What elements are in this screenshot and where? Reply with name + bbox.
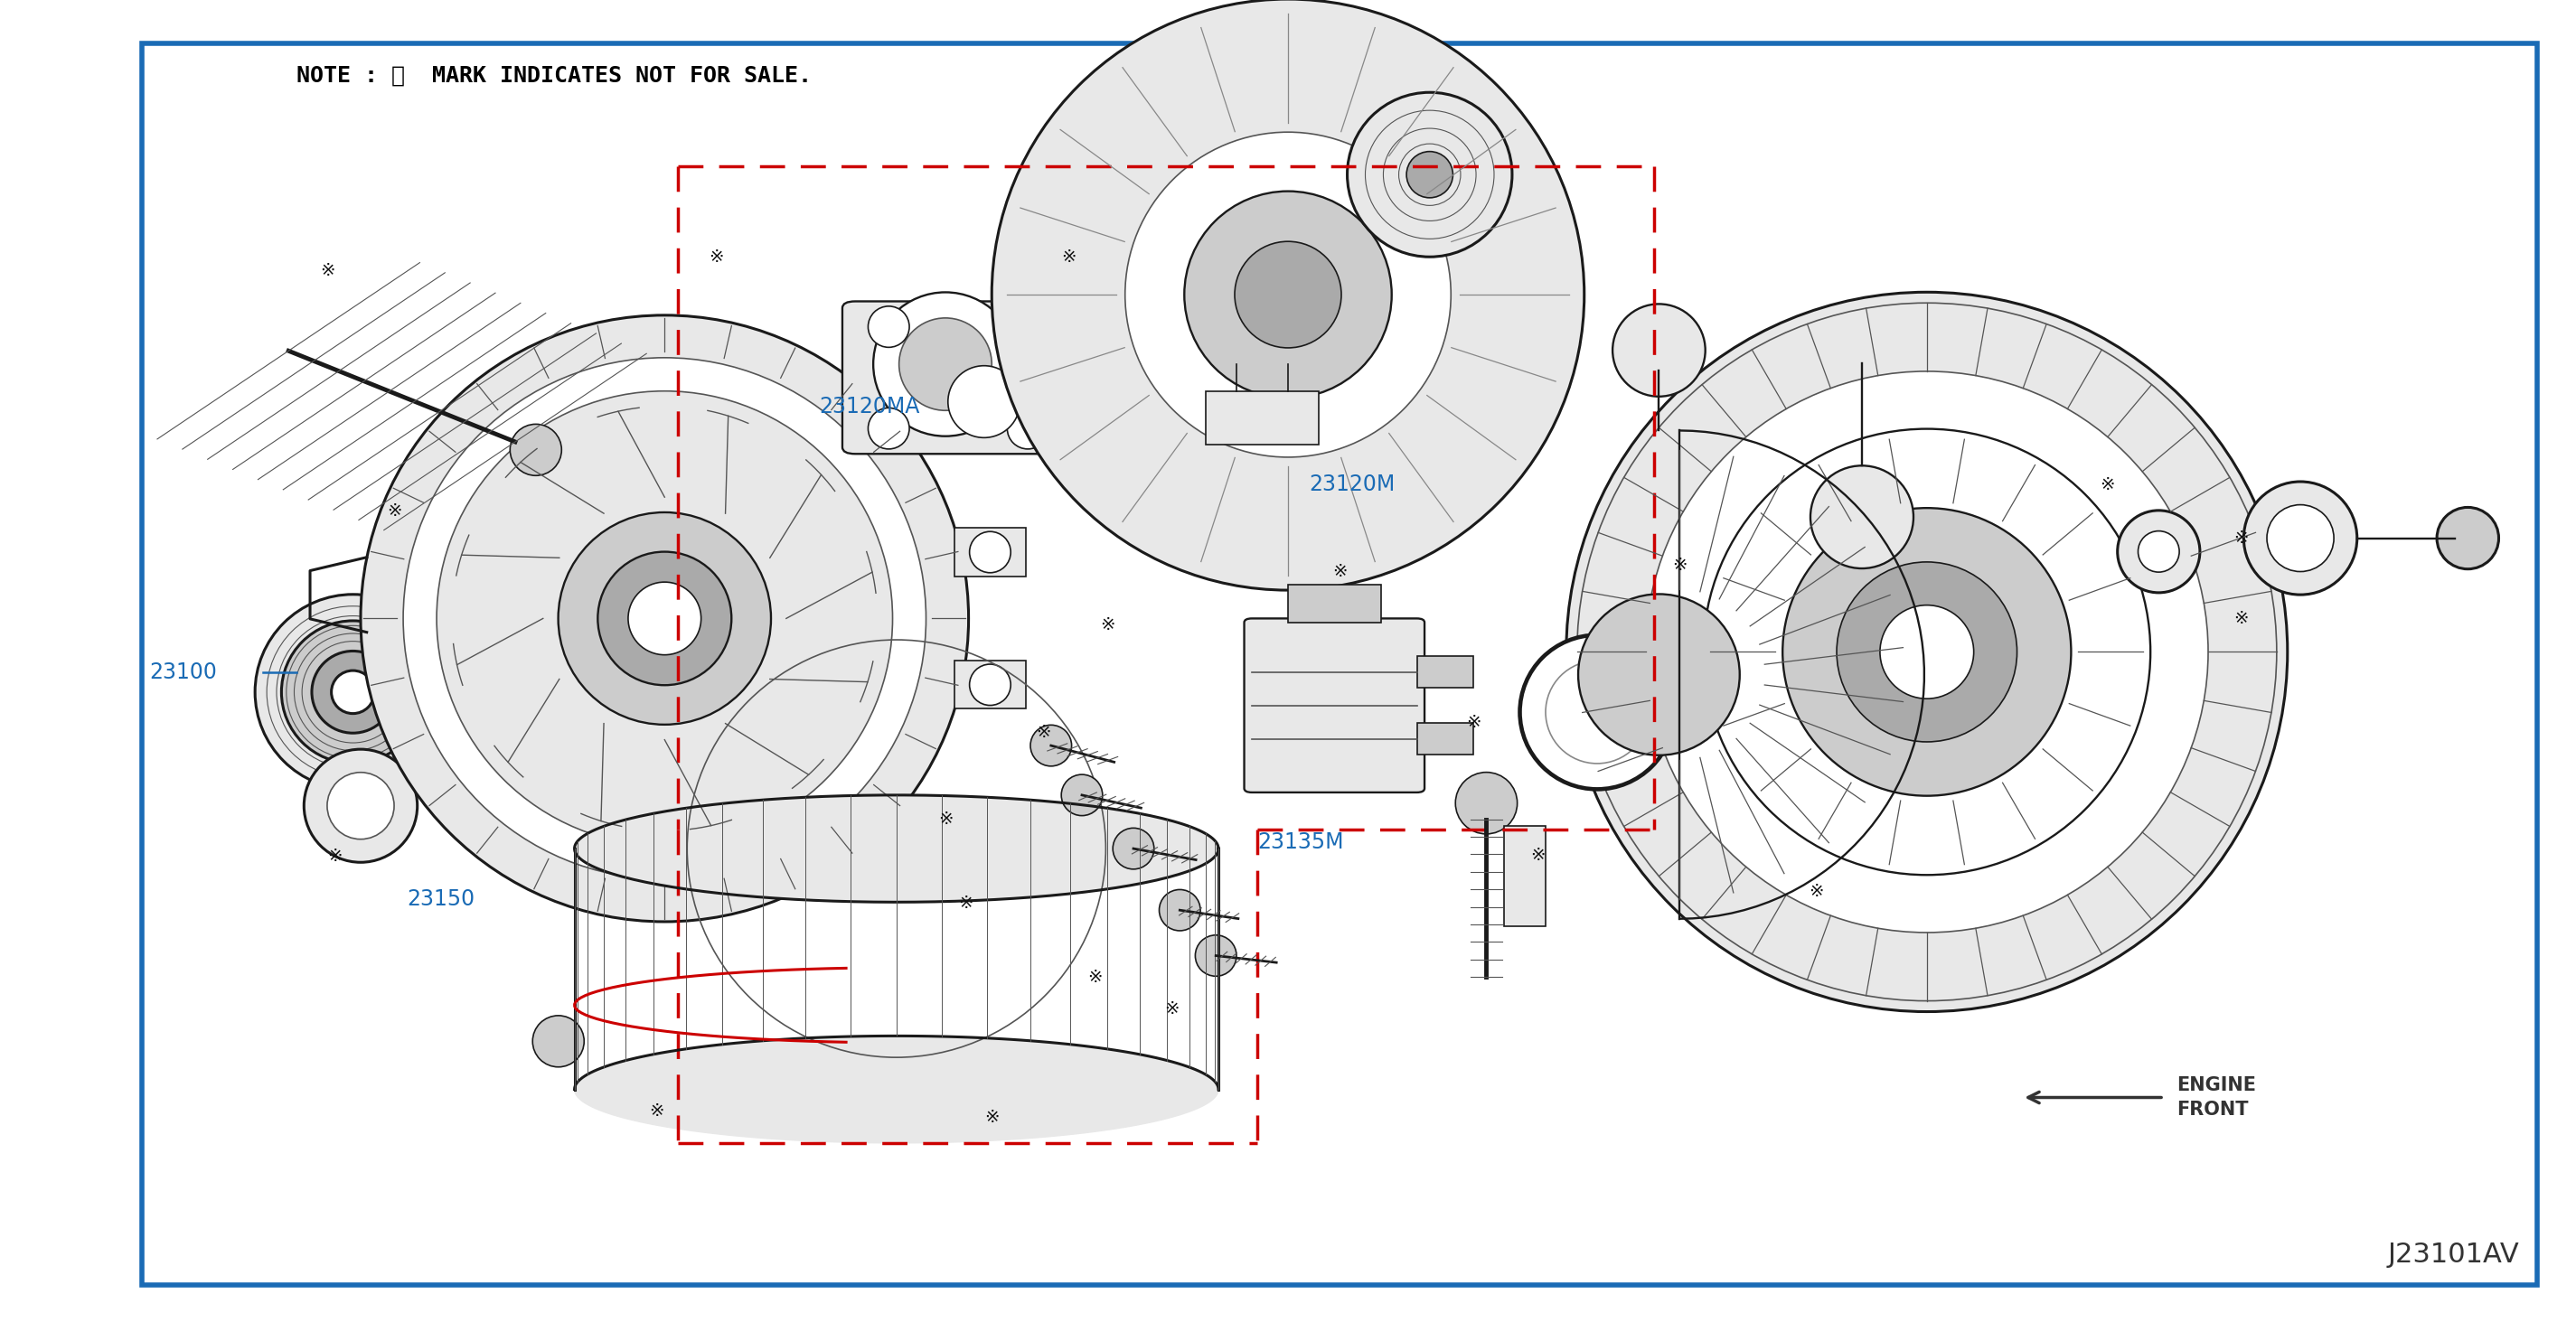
Ellipse shape — [1159, 889, 1200, 931]
Ellipse shape — [312, 650, 394, 734]
Text: ※: ※ — [1164, 1000, 1180, 1018]
Text: ※: ※ — [1100, 617, 1115, 634]
Ellipse shape — [2267, 504, 2334, 571]
Ellipse shape — [868, 408, 909, 449]
Text: ※: ※ — [1087, 968, 1103, 986]
Ellipse shape — [1007, 408, 1048, 449]
Ellipse shape — [969, 531, 1010, 573]
Ellipse shape — [992, 0, 1584, 590]
Ellipse shape — [1566, 292, 2287, 1011]
Ellipse shape — [1455, 772, 1517, 834]
Ellipse shape — [1811, 465, 1914, 569]
Polygon shape — [574, 1037, 1218, 1143]
Text: ※: ※ — [2233, 610, 2249, 628]
Bar — [953, 661, 1025, 709]
Text: ※: ※ — [958, 894, 974, 912]
Ellipse shape — [868, 306, 909, 347]
Ellipse shape — [1783, 508, 2071, 795]
Ellipse shape — [1646, 371, 2208, 932]
Ellipse shape — [438, 392, 894, 846]
Ellipse shape — [327, 772, 394, 839]
Text: ※: ※ — [1672, 557, 1687, 574]
Text: ※: ※ — [327, 848, 343, 865]
Ellipse shape — [1030, 725, 1072, 766]
Text: ※: ※ — [1530, 846, 1546, 864]
Ellipse shape — [899, 318, 992, 410]
Ellipse shape — [1579, 594, 1739, 755]
Ellipse shape — [969, 664, 1010, 705]
Ellipse shape — [304, 750, 417, 862]
Text: ※: ※ — [1466, 715, 1481, 731]
Bar — [1288, 585, 1381, 622]
Text: J23101AV: J23101AV — [2388, 1242, 2519, 1267]
Bar — [1206, 392, 1319, 444]
Ellipse shape — [1185, 192, 1391, 398]
Ellipse shape — [361, 315, 969, 921]
Ellipse shape — [510, 424, 562, 476]
Ellipse shape — [2117, 511, 2200, 593]
Text: 23100: 23100 — [149, 661, 216, 683]
Ellipse shape — [1195, 935, 1236, 976]
Text: 23135M: 23135M — [1257, 831, 1345, 853]
Text: ※: ※ — [2233, 530, 2249, 547]
Ellipse shape — [1880, 605, 1973, 699]
Ellipse shape — [559, 512, 770, 724]
Text: ※: ※ — [1036, 724, 1051, 740]
Ellipse shape — [598, 551, 732, 685]
FancyBboxPatch shape — [842, 302, 1074, 453]
Text: ※: ※ — [1332, 563, 1347, 581]
Text: ※: ※ — [708, 248, 724, 266]
Ellipse shape — [1007, 306, 1048, 347]
Text: ENGINE
FRONT: ENGINE FRONT — [2177, 1077, 2257, 1118]
Polygon shape — [574, 795, 1218, 902]
Ellipse shape — [873, 292, 1018, 436]
Text: ※: ※ — [319, 261, 335, 279]
Ellipse shape — [1406, 152, 1453, 197]
Ellipse shape — [629, 582, 701, 654]
Ellipse shape — [1613, 304, 1705, 397]
Bar — [1417, 656, 1473, 688]
Text: ※: ※ — [649, 1102, 665, 1120]
Ellipse shape — [1837, 562, 2017, 742]
Text: 23120M: 23120M — [1309, 473, 1394, 495]
Ellipse shape — [948, 366, 1020, 437]
Text: 23120MA: 23120MA — [819, 396, 920, 418]
Ellipse shape — [1347, 93, 1512, 257]
Text: ※: ※ — [386, 503, 402, 520]
Ellipse shape — [533, 1015, 585, 1067]
Ellipse shape — [1126, 133, 1450, 457]
Bar — [1504, 826, 1546, 927]
Text: ※: ※ — [1061, 248, 1077, 266]
Text: NOTE : ※  MARK INDICATES NOT FOR SALE.: NOTE : ※ MARK INDICATES NOT FOR SALE. — [296, 64, 811, 86]
Text: ※: ※ — [1808, 882, 1824, 900]
Ellipse shape — [1703, 429, 2151, 874]
Bar — [953, 528, 1025, 577]
FancyBboxPatch shape — [1244, 618, 1425, 793]
Ellipse shape — [2244, 481, 2357, 594]
Ellipse shape — [255, 594, 451, 790]
Text: 23150: 23150 — [407, 889, 474, 911]
Ellipse shape — [332, 670, 374, 713]
Ellipse shape — [404, 358, 925, 880]
Ellipse shape — [2138, 531, 2179, 573]
Text: ※: ※ — [2099, 476, 2115, 493]
Ellipse shape — [1061, 775, 1103, 815]
Text: ※: ※ — [938, 810, 953, 827]
Ellipse shape — [1113, 827, 1154, 869]
Ellipse shape — [2437, 507, 2499, 569]
Ellipse shape — [1234, 241, 1342, 347]
Ellipse shape — [1520, 636, 1674, 790]
Bar — [1417, 723, 1473, 755]
Ellipse shape — [281, 621, 425, 763]
Text: ※: ※ — [984, 1109, 999, 1126]
